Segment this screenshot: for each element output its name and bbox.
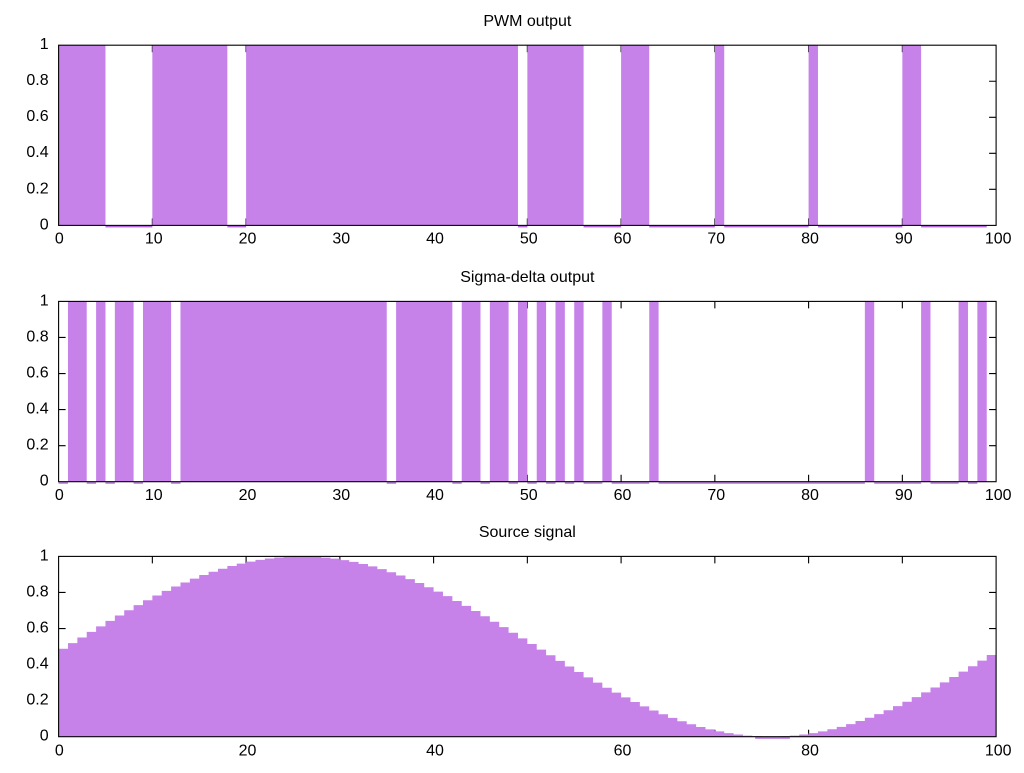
svg-text:40: 40 <box>426 487 444 504</box>
svg-text:100: 100 <box>985 743 1012 760</box>
svg-text:90: 90 <box>895 487 913 504</box>
svg-text:0: 0 <box>40 473 49 490</box>
svg-text:Source signal: Source signal <box>479 524 576 541</box>
svg-text:0.8: 0.8 <box>26 72 48 89</box>
svg-text:40: 40 <box>426 743 444 760</box>
svg-text:60: 60 <box>614 231 632 248</box>
svg-text:70: 70 <box>707 487 725 504</box>
svg-text:0.4: 0.4 <box>26 144 48 161</box>
svg-text:30: 30 <box>332 487 350 504</box>
svg-text:0.4: 0.4 <box>26 400 48 417</box>
svg-text:20: 20 <box>239 487 257 504</box>
svg-text:20: 20 <box>239 231 257 248</box>
svg-text:0.2: 0.2 <box>26 437 48 454</box>
svg-text:10: 10 <box>145 487 163 504</box>
svg-text:60: 60 <box>614 743 632 760</box>
svg-text:0: 0 <box>55 231 64 248</box>
svg-text:100: 100 <box>985 487 1012 504</box>
svg-text:50: 50 <box>520 231 538 248</box>
svg-text:20: 20 <box>239 743 257 760</box>
svg-text:0.4: 0.4 <box>26 655 48 672</box>
svg-text:40: 40 <box>426 231 444 248</box>
svg-text:80: 80 <box>801 743 819 760</box>
svg-text:90: 90 <box>895 231 913 248</box>
svg-text:0.2: 0.2 <box>26 692 48 709</box>
svg-text:1: 1 <box>40 36 49 53</box>
svg-text:0.6: 0.6 <box>26 108 48 125</box>
svg-text:PWM output: PWM output <box>483 13 572 30</box>
svg-text:80: 80 <box>801 487 819 504</box>
svg-text:0: 0 <box>55 743 64 760</box>
svg-text:1: 1 <box>40 547 49 564</box>
svg-text:100: 100 <box>985 231 1012 248</box>
svg-text:60: 60 <box>614 487 632 504</box>
svg-text:10: 10 <box>145 231 163 248</box>
svg-text:0: 0 <box>55 487 64 504</box>
svg-text:0.2: 0.2 <box>26 180 48 197</box>
svg-text:50: 50 <box>520 487 538 504</box>
svg-text:1: 1 <box>40 292 49 309</box>
svg-text:0: 0 <box>40 216 49 233</box>
svg-text:0.6: 0.6 <box>26 619 48 636</box>
svg-text:0: 0 <box>40 728 49 745</box>
svg-text:80: 80 <box>801 231 819 248</box>
svg-text:0.8: 0.8 <box>26 328 48 345</box>
svg-text:Sigma-delta output: Sigma-delta output <box>460 269 595 286</box>
svg-text:0.8: 0.8 <box>26 583 48 600</box>
svg-text:30: 30 <box>332 231 350 248</box>
svg-text:70: 70 <box>707 231 725 248</box>
svg-text:0.6: 0.6 <box>26 364 48 381</box>
